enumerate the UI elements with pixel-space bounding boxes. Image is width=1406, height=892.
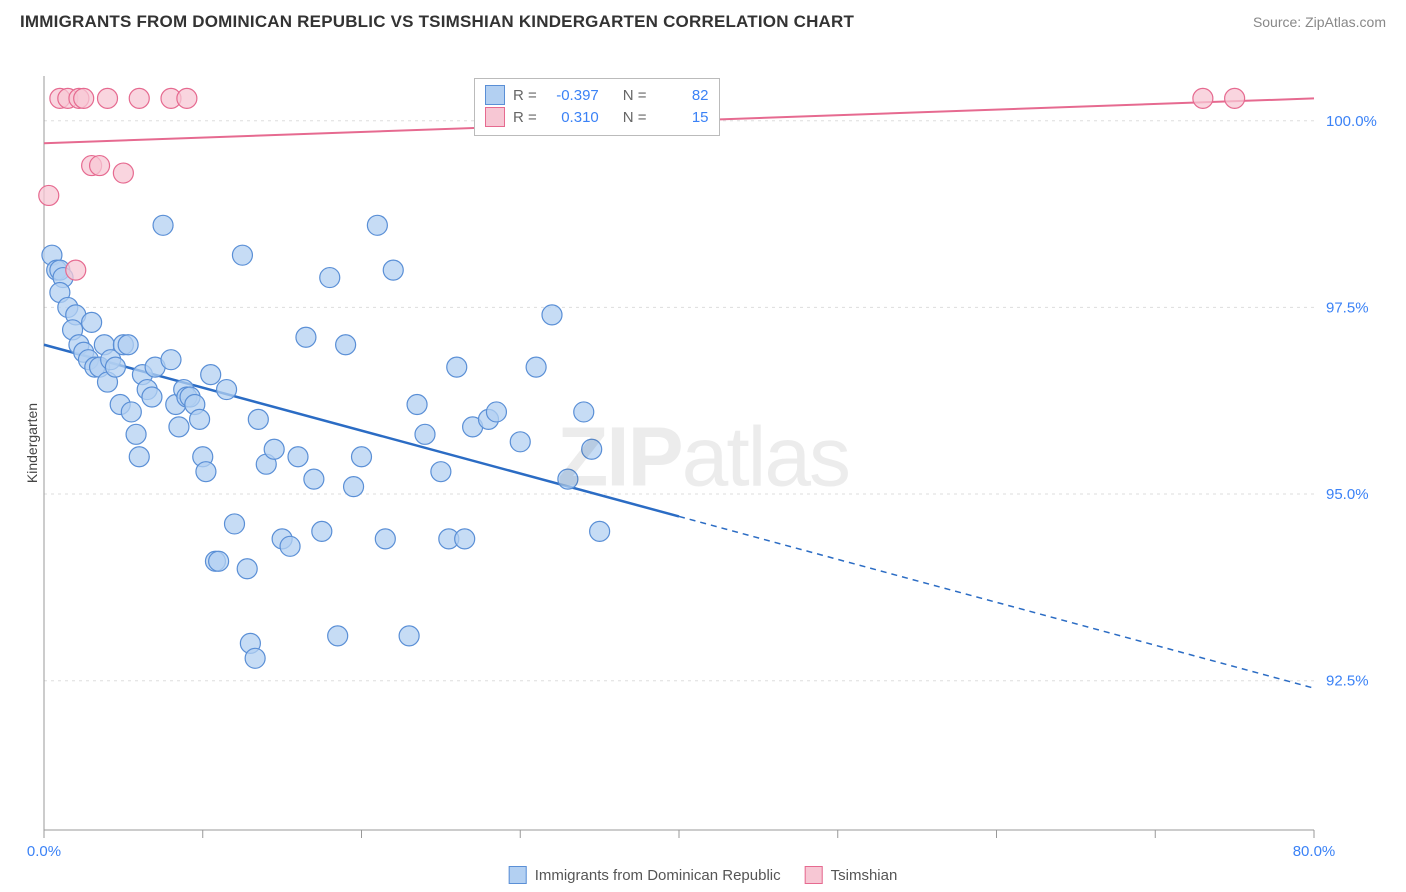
svg-text:95.0%: 95.0% xyxy=(1326,486,1369,503)
svg-text:92.5%: 92.5% xyxy=(1326,673,1369,690)
svg-text:100.0%: 100.0% xyxy=(1326,113,1377,130)
source-label: Source: ZipAtlas.com xyxy=(1253,14,1386,30)
legend-swatch-pink xyxy=(485,107,505,127)
legend-item-pink: Tsimshian xyxy=(805,866,898,884)
scatter-chart: 92.5% 95.0% 97.5% 100.0% 0.0% 80.0% xyxy=(0,40,1406,890)
chart-title: IMMIGRANTS FROM DOMINICAN REPUBLIC VS TS… xyxy=(20,12,854,32)
legend-top: R = -0.397 N = 82 R = 0.310 N = 15 xyxy=(474,78,720,136)
legend-row-blue: R = -0.397 N = 82 xyxy=(485,85,709,105)
legend-item-blue: Immigrants from Dominican Republic xyxy=(509,866,781,884)
bottom-swatch-blue xyxy=(509,866,527,884)
legend-row-pink: R = 0.310 N = 15 xyxy=(485,107,709,127)
legend-swatch-blue xyxy=(485,85,505,105)
svg-text:97.5%: 97.5% xyxy=(1326,299,1369,316)
svg-text:0.0%: 0.0% xyxy=(27,843,61,860)
svg-text:80.0%: 80.0% xyxy=(1293,843,1336,860)
legend-bottom: Immigrants from Dominican Republic Tsims… xyxy=(509,866,898,884)
bottom-swatch-pink xyxy=(805,866,823,884)
chart-header: IMMIGRANTS FROM DOMINICAN REPUBLIC VS TS… xyxy=(0,0,1406,40)
y-axis-label: Kindergarten xyxy=(24,403,40,483)
chart-container: Kindergarten 92.5% 95.0% 97.5% 100.0% 0.0% 80… xyxy=(0,40,1406,890)
